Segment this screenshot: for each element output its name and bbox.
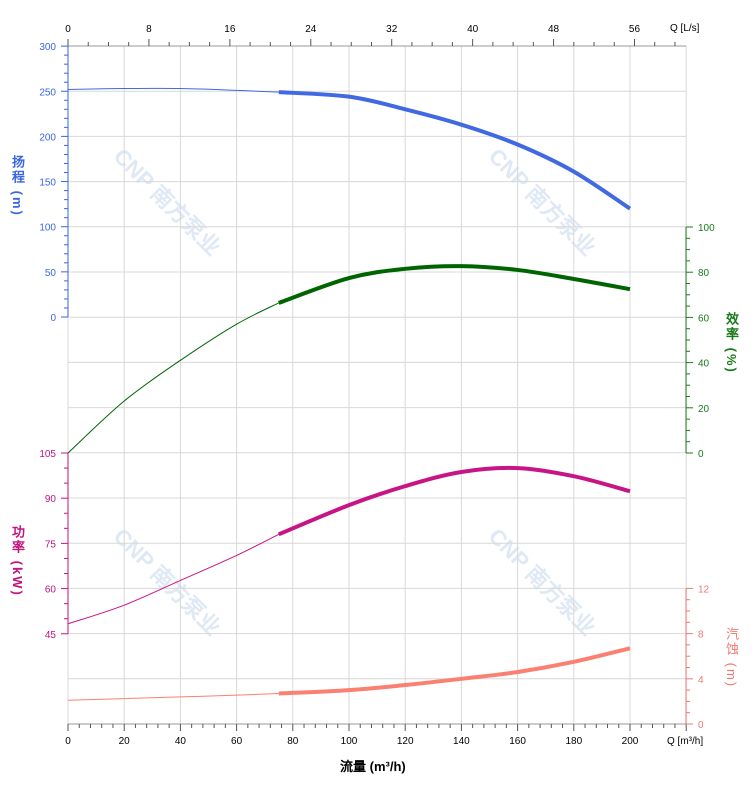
top-tick-label: 56 (629, 24, 641, 35)
curve-thin-0 (67, 87, 279, 93)
axis-tick-label: 0 (50, 313, 56, 324)
top-tick-label: 40 (467, 24, 479, 35)
x-tick-label: 0 (65, 736, 71, 747)
axis-tick-label: 300 (39, 42, 56, 53)
axis-tick-label: 12 (698, 584, 710, 595)
x-tick-label: 120 (397, 736, 414, 747)
axis-tick-label: 100 (698, 223, 715, 234)
axis-tick-label: 250 (39, 87, 56, 98)
axis-tick-label: 0 (698, 720, 704, 731)
x-tick-label: 140 (453, 736, 470, 747)
x-axis-title: 流量 (m³/h) (340, 759, 406, 774)
axis-tick-label: 45 (45, 630, 57, 641)
x-tick-label: 20 (119, 736, 131, 747)
curve-operating-0 (278, 90, 632, 211)
axis-tick-label: 20 (698, 404, 710, 415)
axis-tick-label: 8 (698, 630, 704, 641)
efficiency-axis-label: 效率 (%) (724, 312, 739, 374)
axis-tick-label: 75 (45, 539, 57, 550)
top-tick-label: 8 (146, 24, 152, 35)
curve-operating-3 (278, 646, 631, 696)
axis-tick-label: 60 (45, 585, 57, 596)
axis-tick-label: 200 (39, 132, 56, 143)
top-tick-label: 32 (386, 24, 398, 35)
x-unit-label: Q [m³/h] (667, 736, 704, 747)
npsh-axis-label: 汽蚀 (m) (724, 627, 739, 689)
axis-tick-label: 40 (698, 359, 710, 370)
top-unit-label: Q [L/s] (670, 23, 700, 34)
axis-tick-label: 60 (698, 313, 710, 324)
axis-tick-label: 105 (39, 449, 56, 460)
curve-thin-2 (67, 533, 279, 625)
top-tick-label: 48 (548, 24, 560, 35)
axis-tick-label: 80 (698, 268, 710, 279)
x-tick-label: 200 (622, 736, 639, 747)
axis-tick-label: 90 (45, 494, 57, 505)
top-tick-label: 16 (224, 24, 236, 35)
axis-tick-label: 100 (39, 223, 56, 234)
curve-thin-3 (67, 692, 279, 701)
curve-thin-1 (67, 302, 279, 454)
x-tick-label: 60 (231, 736, 243, 747)
axis-tick-label: 0 (698, 449, 704, 460)
curve-operating-2 (277, 465, 631, 537)
top-tick-label: 24 (305, 24, 317, 35)
x-tick-label: 100 (341, 736, 358, 747)
x-tick-label: 80 (287, 736, 299, 747)
axis-tick-label: 4 (698, 675, 704, 686)
head-axis-label: 扬程 (m) (10, 155, 25, 217)
x-tick-label: 180 (565, 736, 582, 747)
x-tick-label: 160 (509, 736, 526, 747)
power-axis-label: 功率 (kW) (10, 525, 25, 597)
axis-tick-label: 50 (45, 268, 57, 279)
x-tick-label: 40 (175, 736, 187, 747)
curve-operating-1 (278, 264, 631, 305)
axis-tick-label: 150 (39, 178, 56, 189)
top-tick-label: 0 (65, 24, 71, 35)
